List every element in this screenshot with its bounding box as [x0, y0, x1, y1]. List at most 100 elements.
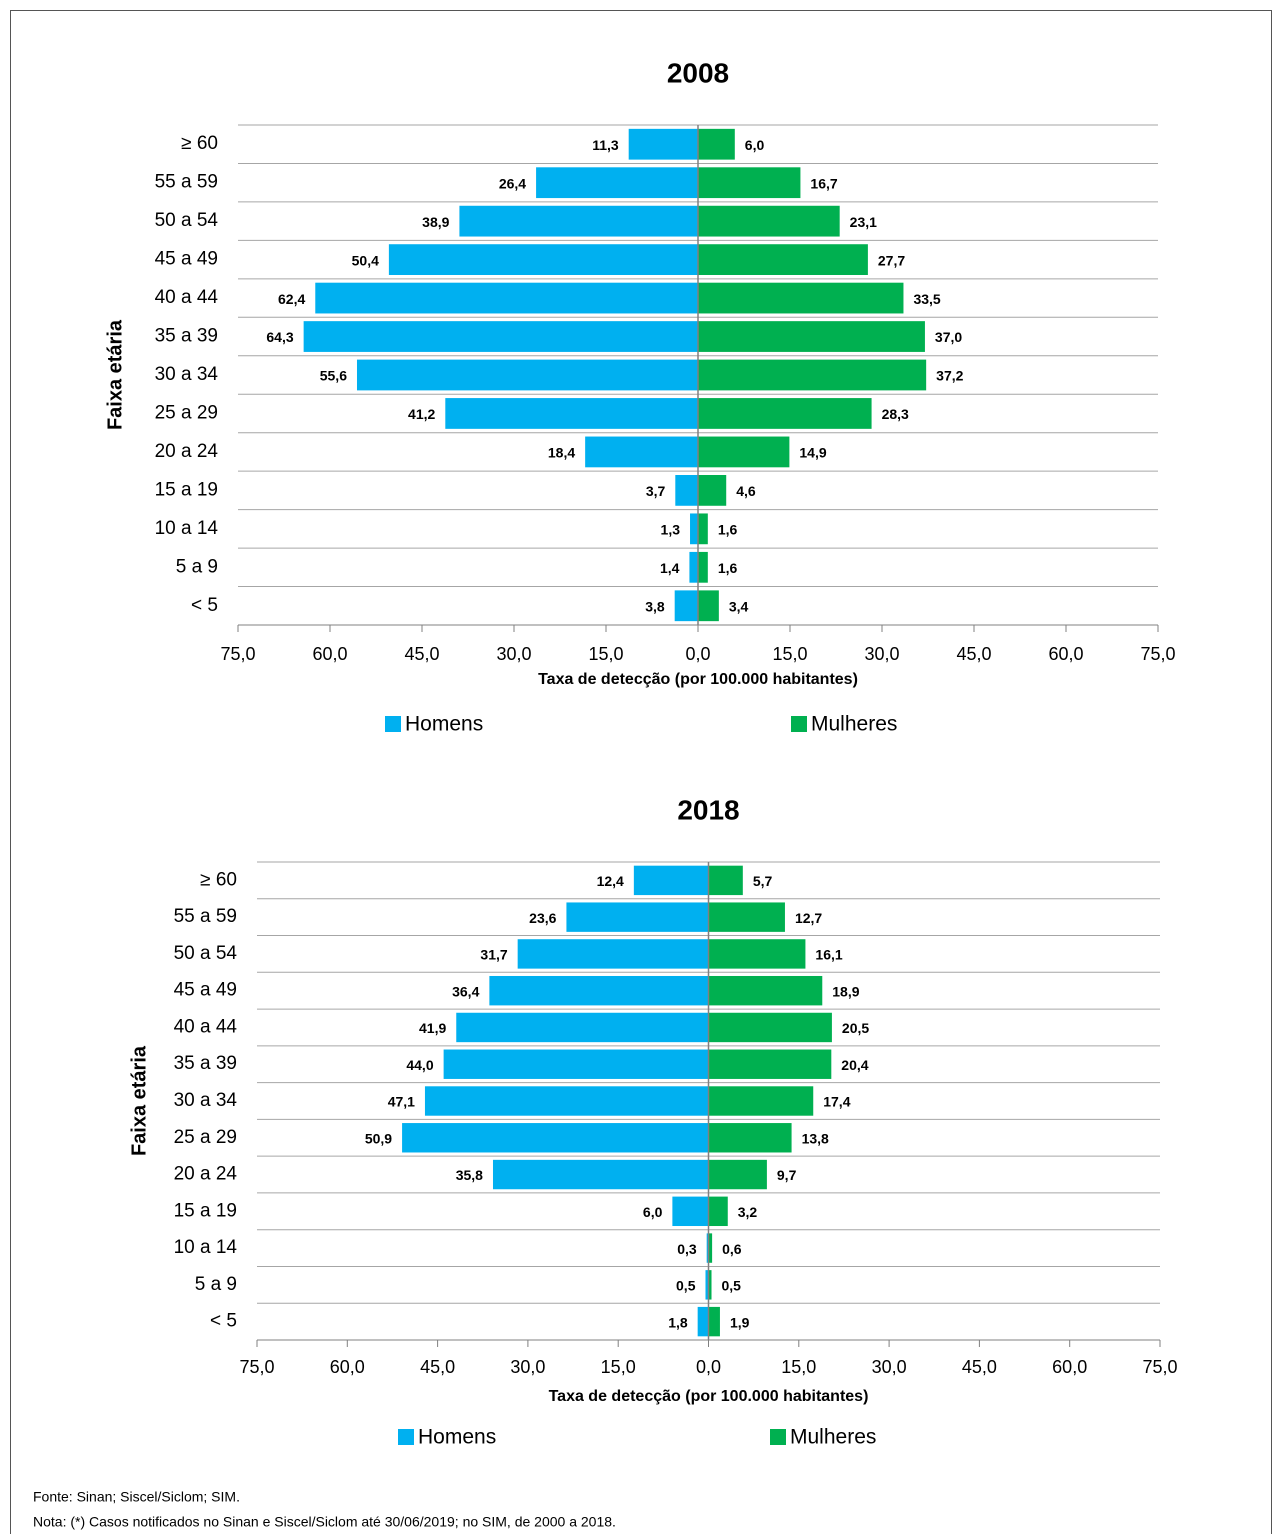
y-tick-label: 30 a 34 — [174, 1090, 238, 1111]
data-label: 37,2 — [936, 368, 963, 384]
y-tick-label: 5 a 9 — [195, 1274, 237, 1295]
y-axis-title: Faixa etária — [104, 319, 126, 430]
x-tick-label: 75,0 — [239, 1357, 274, 1377]
bar — [356, 359, 698, 391]
bar — [388, 244, 698, 275]
bar — [708, 1196, 728, 1227]
x-tick-label: 15,0 — [601, 1357, 636, 1377]
data-label: 13,8 — [802, 1130, 829, 1146]
data-label: 0,5 — [722, 1278, 742, 1294]
x-tick-label: 45,0 — [956, 644, 991, 664]
legend-swatch — [398, 1429, 414, 1445]
x-tick-label: 0,0 — [685, 644, 710, 664]
data-label: 3,2 — [738, 1204, 758, 1220]
bar — [708, 1270, 712, 1300]
data-label: 0,3 — [677, 1241, 697, 1257]
bar — [698, 475, 727, 506]
footnote: Nota: (*) Casos notificados no Sinan e S… — [33, 1514, 616, 1530]
y-tick-label: ≥ 60 — [181, 133, 218, 154]
bar — [698, 513, 708, 545]
data-label: 11,3 — [592, 137, 619, 153]
legend-label: Mulheres — [790, 1426, 876, 1449]
data-label: 0,6 — [722, 1241, 742, 1257]
bar — [674, 590, 698, 622]
bar — [708, 1233, 713, 1263]
bar — [566, 902, 709, 932]
data-label: 1,9 — [730, 1314, 750, 1330]
data-label: 18,9 — [832, 983, 859, 999]
data-label: 55,6 — [320, 368, 347, 384]
bar — [424, 1086, 709, 1116]
chart-title: 2008 — [667, 57, 729, 88]
data-label: 1,6 — [718, 560, 738, 576]
data-label: 44,0 — [406, 1057, 433, 1073]
bar — [698, 167, 801, 199]
bar — [698, 205, 840, 237]
bar — [698, 436, 790, 468]
legend-label: Homens — [405, 713, 483, 736]
data-label: 1,8 — [668, 1314, 688, 1330]
x-axis-title: Taxa de detecção (por 100.000 habitantes… — [538, 671, 858, 688]
data-label: 27,7 — [878, 252, 905, 268]
bar — [303, 321, 698, 352]
x-tick-label: 60,0 — [1052, 1357, 1087, 1377]
y-tick-label: 5 a 9 — [176, 556, 218, 577]
bar — [517, 939, 709, 969]
frame — [10, 10, 1272, 1534]
x-tick-label: 30,0 — [510, 1357, 545, 1377]
y-tick-label: 50 a 54 — [174, 943, 238, 964]
y-tick-label: 40 a 44 — [155, 287, 219, 308]
data-label: 9,7 — [777, 1167, 797, 1183]
bar — [402, 1123, 709, 1153]
x-tick-label: 15,0 — [781, 1357, 816, 1377]
data-label: 18,4 — [548, 445, 575, 461]
bar — [698, 128, 735, 160]
x-tick-label: 0,0 — [696, 1357, 721, 1377]
x-tick-label: 15,0 — [772, 644, 807, 664]
data-label: 1,3 — [661, 522, 681, 538]
data-label: 16,7 — [810, 175, 837, 191]
legend-swatch — [385, 716, 401, 732]
bar — [698, 590, 719, 622]
y-tick-label: 45 a 49 — [174, 980, 237, 1001]
bar — [698, 359, 927, 391]
bar — [708, 1086, 814, 1116]
bar — [708, 939, 806, 969]
y-tick-label: 55 a 59 — [155, 172, 218, 193]
legend-swatch — [770, 1429, 786, 1445]
x-tick-label: 30,0 — [864, 644, 899, 664]
bar — [708, 1123, 792, 1153]
bar — [672, 1196, 709, 1227]
data-label: 12,4 — [597, 873, 624, 889]
x-tick-label: 15,0 — [588, 644, 623, 664]
bar — [633, 865, 709, 896]
bar — [585, 436, 698, 468]
data-label: 1,6 — [718, 522, 738, 538]
bar — [708, 1012, 832, 1043]
bar — [698, 398, 872, 429]
bar — [706, 1233, 709, 1263]
data-label: 20,5 — [842, 1020, 869, 1036]
bar — [708, 975, 823, 1006]
bar — [492, 1159, 709, 1190]
data-label: 6,0 — [745, 137, 765, 153]
data-label: 33,5 — [913, 291, 940, 307]
bar — [708, 1049, 832, 1079]
bar — [675, 475, 698, 506]
x-axis-title: Taxa de detecção (por 100.000 habitantes… — [549, 1388, 869, 1405]
bar — [690, 513, 698, 545]
bar — [456, 1012, 709, 1043]
data-label: 3,4 — [729, 598, 749, 614]
data-label: 23,6 — [529, 910, 556, 926]
data-label: 31,7 — [480, 947, 507, 963]
bar — [708, 1159, 767, 1190]
data-label: 41,2 — [408, 406, 435, 422]
x-tick-label: 60,0 — [330, 1357, 365, 1377]
bar — [315, 282, 698, 314]
y-tick-label: 20 a 24 — [155, 441, 219, 462]
y-tick-label: 50 a 54 — [155, 210, 219, 231]
bar — [697, 1306, 709, 1337]
bar — [698, 551, 708, 583]
data-label: 12,7 — [795, 910, 822, 926]
